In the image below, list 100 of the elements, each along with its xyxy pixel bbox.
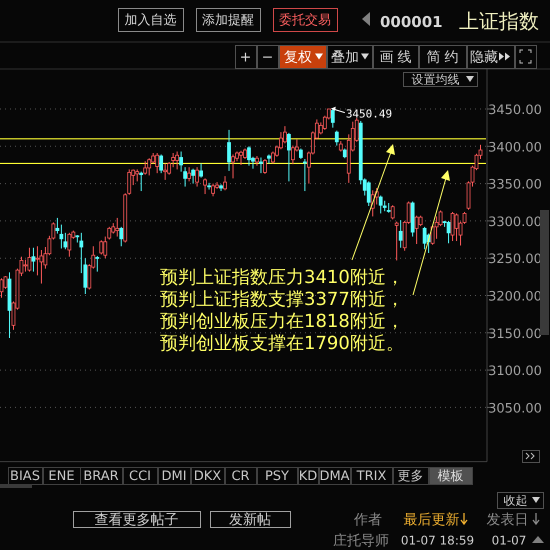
candlestick	[59, 224, 64, 249]
candlestick	[255, 155, 259, 166]
y-tick-label: 3200.00	[488, 289, 542, 304]
candlestick	[239, 150, 243, 166]
candlestick	[175, 151, 180, 170]
y-tick-label: 3150.00	[488, 326, 542, 342]
text: 01-07 18:59	[400, 533, 474, 548]
candlestick	[338, 140, 343, 152]
annotation: 预判上证指数支撑3377附近，	[160, 289, 404, 310]
candlestick	[287, 132, 291, 182]
candlestick	[450, 211, 454, 242]
chart-subtitle: 上证指数	[459, 9, 539, 33]
text: 作者	[353, 512, 382, 528]
text: 隐藏	[470, 50, 498, 66]
text: CCI	[129, 469, 151, 484]
candlestick	[418, 215, 423, 227]
annotation: 预判上证指数压力3410附近，	[160, 267, 404, 288]
text: 画 线	[379, 50, 412, 66]
candlestick	[195, 166, 199, 188]
text: 简 约	[426, 50, 459, 66]
candlestick	[99, 240, 104, 255]
candlestick	[231, 154, 235, 179]
text: BRAR	[83, 469, 119, 484]
candlestick	[330, 108, 335, 128]
chart-title: 000001	[380, 13, 443, 31]
text: 01-07	[492, 533, 526, 548]
candlestick	[183, 166, 188, 188]
text: 叠加	[331, 50, 359, 66]
candlestick	[119, 226, 124, 247]
candlestick	[247, 146, 251, 166]
y-tick-label: 3400.00	[488, 140, 542, 156]
candlestick	[454, 212, 458, 242]
candlestick	[191, 168, 195, 184]
text: +	[240, 50, 252, 66]
candlestick	[446, 220, 450, 244]
candlestick	[390, 204, 395, 220]
text: DMI	[161, 469, 187, 484]
candlestick	[302, 158, 307, 192]
y-tick-label: 3250.00	[488, 252, 542, 268]
candlestick	[159, 154, 164, 174]
text: 委托交易	[279, 12, 331, 28]
candlestick	[187, 166, 192, 182]
text: DKX	[194, 469, 222, 484]
candlestick	[227, 129, 231, 172]
text: 更多	[398, 469, 424, 484]
candlestick	[298, 148, 303, 160]
text: TRIX	[356, 469, 386, 484]
text: −	[262, 50, 274, 66]
text: ENE	[48, 469, 75, 484]
text: DMA	[319, 469, 350, 484]
candlestick	[32, 247, 36, 272]
candlestick	[259, 156, 263, 174]
text: PSY	[264, 469, 290, 484]
candlestick	[36, 246, 40, 276]
annotation: 3450.49	[346, 108, 392, 121]
text: 庄托导师	[333, 533, 389, 550]
candlestick	[143, 160, 148, 176]
text: 收起	[504, 493, 528, 508]
candlestick	[386, 202, 391, 214]
text: 查看更多帖子	[94, 512, 178, 528]
candlestick	[28, 247, 32, 272]
candlestick	[199, 162, 203, 178]
text: CR	[231, 469, 250, 484]
candlestick	[67, 232, 72, 258]
annotation: 设置均线	[412, 72, 460, 86]
text: KD	[298, 469, 318, 484]
text: 复权	[284, 50, 312, 66]
text: 最后更新	[404, 512, 460, 528]
candlestick	[223, 176, 227, 191]
text: BIAS	[10, 469, 40, 484]
y-tick-label: 3300.00	[488, 214, 542, 230]
candlestick	[263, 158, 267, 174]
candlestick	[342, 148, 347, 159]
candlestick	[382, 200, 387, 212]
text: 发表日	[486, 512, 528, 528]
candlestick	[414, 215, 419, 245]
text: 添加提醒	[202, 13, 254, 28]
candlestick	[211, 183, 215, 197]
candlestick	[179, 151, 184, 172]
annotation: 预判创业板支撑在1790附近。	[160, 333, 404, 354]
y-tick-label: 3450.00	[488, 103, 542, 118]
text: 发新帖	[229, 512, 271, 528]
text: 加入自选	[124, 13, 176, 28]
annotation: 预判创业板压力在1818附近，	[160, 311, 404, 332]
candlestick	[398, 220, 403, 248]
candlestick	[203, 178, 207, 195]
candlestick	[394, 221, 399, 261]
candlestick	[334, 130, 339, 146]
text: 模板	[438, 469, 464, 484]
candlestick	[366, 180, 371, 206]
y-tick-label: 3050.00	[488, 401, 542, 416]
candlestick	[135, 168, 140, 182]
candlestick	[0, 278, 4, 298]
candlestick	[95, 255, 100, 272]
candlestick	[24, 259, 28, 272]
candlestick	[115, 217, 120, 238]
candlestick	[378, 195, 383, 214]
candlestick	[422, 226, 427, 250]
candlestick	[40, 249, 44, 284]
y-tick-label: 3100.00	[488, 364, 542, 380]
